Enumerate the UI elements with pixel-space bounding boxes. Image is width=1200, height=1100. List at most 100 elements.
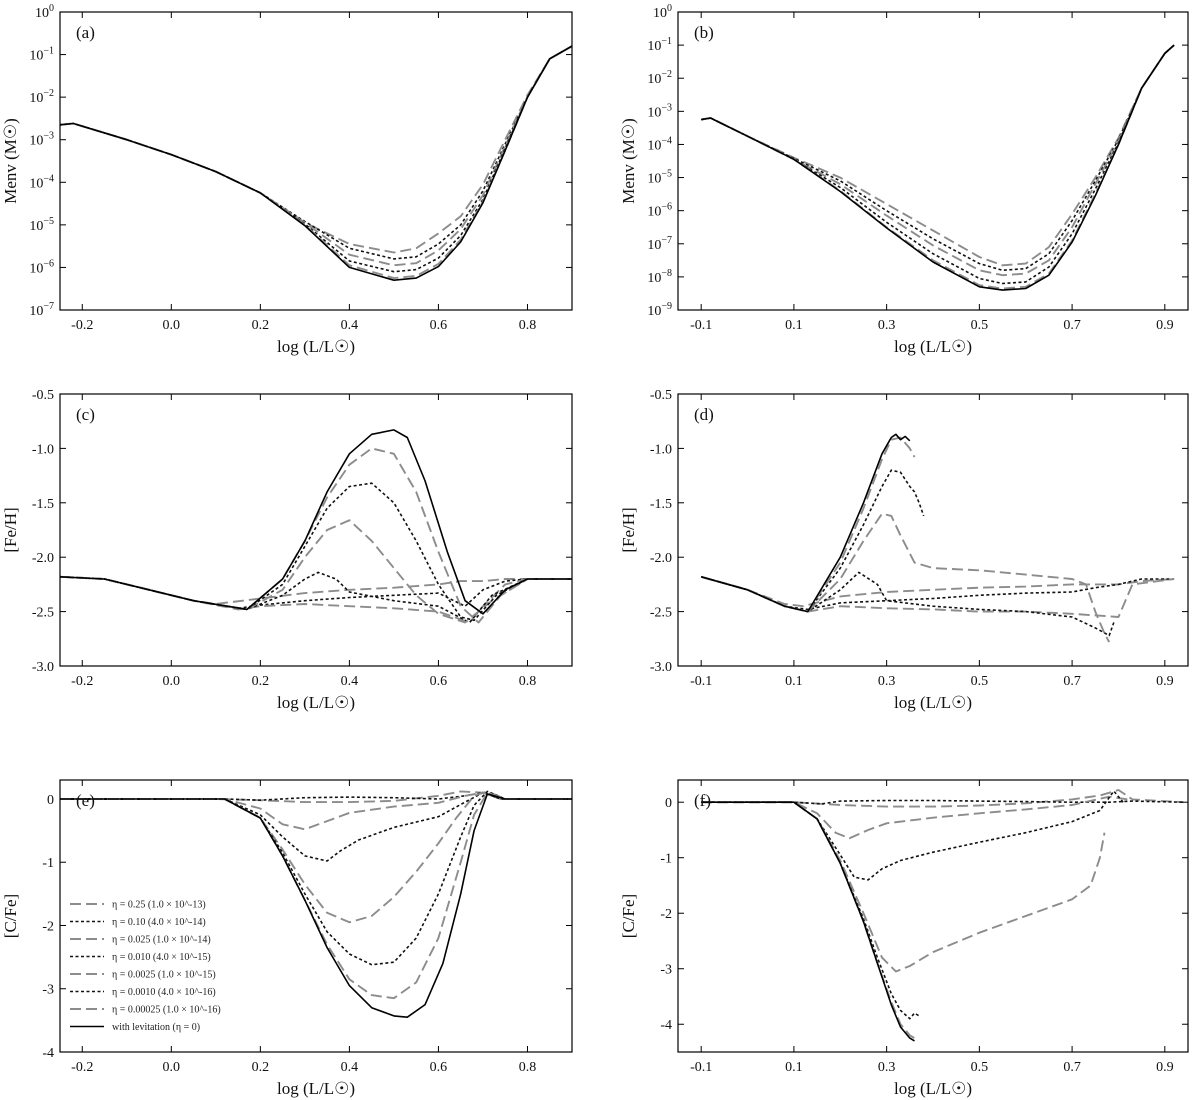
y-tick-label: 10−3 bbox=[29, 131, 54, 149]
x-tick-label: -0.2 bbox=[71, 318, 93, 333]
y-tick-label: 10−2 bbox=[647, 69, 672, 87]
x-axis-label: log (L/L☉) bbox=[894, 693, 972, 712]
panel-label: (d) bbox=[694, 405, 714, 424]
y-tick-label: 10−5 bbox=[647, 169, 672, 187]
y-tick-label: -4 bbox=[42, 1046, 54, 1061]
y-tick-label: 10−7 bbox=[29, 301, 54, 319]
series-line-d-2 bbox=[700, 576, 1175, 611]
legend-entry-label: η = 0.00025 (1.0 × 10^-16) bbox=[112, 1005, 221, 1016]
y-tick-label: 100 bbox=[653, 3, 672, 21]
y-tick-label: -3 bbox=[660, 963, 672, 978]
y-axis-label: [Fe/H] bbox=[619, 507, 638, 552]
y-tick-label: -2.5 bbox=[650, 606, 672, 621]
y-tick-label: -2.0 bbox=[650, 551, 672, 566]
legend: η = 0.25 (1.0 × 10^-13) η = 0.10 (4.0 × 1… bbox=[70, 900, 221, 1033]
x-tick-label: 0.3 bbox=[878, 318, 896, 333]
x-tick-label: 0.5 bbox=[971, 318, 989, 333]
y-tick-label: 10−7 bbox=[647, 235, 672, 253]
y-axis-label: Menv (M☉) bbox=[1, 118, 20, 204]
series-line-f-3 bbox=[701, 795, 1128, 840]
series-line-d-8 bbox=[700, 433, 911, 613]
panel-a: -0.2 0.0 0.2 0.4 0.6 0.8 10−7 10−6 10−5 10−4 10−3 1… bbox=[1, 3, 573, 356]
plot-frame bbox=[677, 393, 1189, 667]
x-tick-label: 0.0 bbox=[163, 674, 181, 689]
x-tick-label: 0.5 bbox=[971, 674, 989, 689]
y-tick-label: -4 bbox=[660, 1018, 672, 1033]
x-tick-label: -0.1 bbox=[690, 318, 712, 333]
series-group bbox=[700, 433, 1175, 643]
y-tick-label: 10−3 bbox=[647, 102, 672, 120]
x-tick-label: -0.1 bbox=[690, 1060, 712, 1075]
legend-entry-label: η = 0.25 (1.0 × 10^-13) bbox=[112, 900, 206, 911]
x-tick-label: 0.3 bbox=[878, 1060, 896, 1075]
x-axis-label: log (L/L☉) bbox=[277, 337, 355, 356]
x-tick-label: 0.0 bbox=[163, 318, 181, 333]
x-tick-label: 0.9 bbox=[1156, 674, 1174, 689]
series-line-e-3 bbox=[60, 791, 572, 831]
x-tick-label: 0.4 bbox=[341, 674, 359, 689]
panel-b: -0.1 0.1 0.3 0.5 0.7 0.9 10−9 10−8 10−7 10−6 10−5 1… bbox=[619, 3, 1189, 356]
plot-frame bbox=[59, 393, 573, 667]
panel-label: (a) bbox=[76, 23, 95, 42]
series-line-b-3 bbox=[701, 44, 1175, 277]
x-tick-label: 0.1 bbox=[785, 674, 803, 689]
panel-label: (b) bbox=[694, 23, 714, 42]
x-axis-label: log (L/L☉) bbox=[894, 337, 972, 356]
x-tick-label: 0.3 bbox=[878, 674, 896, 689]
x-tick-label: 0.9 bbox=[1156, 1060, 1174, 1075]
x-tick-label: 0.4 bbox=[341, 318, 359, 333]
y-tick-label: -2.5 bbox=[32, 606, 54, 621]
x-axis-label: log (L/L☉) bbox=[277, 1079, 355, 1098]
y-axis-label: [Fe/H] bbox=[1, 507, 20, 552]
x-tick-label: 0.6 bbox=[430, 674, 448, 689]
panel-e: -0.2 0.0 0.2 0.4 0.6 0.8 -4 -3 -2 -1 0 (e) log (L/L☉… bbox=[1, 779, 573, 1098]
x-tick-label: 0.5 bbox=[971, 1060, 989, 1075]
y-tick-label: 10−9 bbox=[647, 301, 672, 319]
y-tick-label: 10−6 bbox=[647, 202, 672, 220]
series-line-e-1 bbox=[60, 790, 572, 804]
y-axis-label: [C/Fe] bbox=[619, 894, 638, 938]
x-tick-label: 0.7 bbox=[1063, 674, 1081, 689]
legend-entry-label: η = 0.010 (4.0 × 10^-15) bbox=[112, 952, 211, 963]
legend-entry-label: η = 0.10 (4.0 × 10^-14) bbox=[112, 917, 206, 928]
y-tick-label: -0.5 bbox=[32, 388, 54, 403]
series-line-d-5 bbox=[700, 512, 1111, 643]
x-tick-label: 0.7 bbox=[1063, 1060, 1081, 1075]
x-tick-label: 0.1 bbox=[785, 1060, 803, 1075]
y-tick-label: -0.5 bbox=[650, 388, 672, 403]
x-tick-label: 0.9 bbox=[1156, 318, 1174, 333]
y-tick-label: -1.5 bbox=[650, 497, 672, 512]
y-axis-label: [C/Fe] bbox=[1, 894, 20, 938]
x-axis-label: log (L/L☉) bbox=[277, 693, 355, 712]
x-tick-label: 0.8 bbox=[519, 318, 537, 333]
legend-entry-label: η = 0.025 (1.0 × 10^-14) bbox=[112, 935, 211, 946]
series-group bbox=[60, 45, 572, 282]
x-tick-label: 0.7 bbox=[1063, 318, 1081, 333]
series-line-d-6 bbox=[700, 469, 925, 613]
series-line-b-1 bbox=[701, 44, 1175, 267]
y-tick-label: -2 bbox=[660, 907, 672, 922]
y-tick-label: 10−8 bbox=[647, 268, 672, 286]
y-tick-label: -3.0 bbox=[32, 660, 54, 675]
series-line-f-4 bbox=[701, 790, 1124, 881]
panel-label: (e) bbox=[76, 791, 95, 810]
x-tick-label: 0.2 bbox=[252, 674, 270, 689]
y-tick-label: -1 bbox=[660, 852, 672, 867]
series-line-d-4 bbox=[700, 571, 1115, 637]
y-tick-label: 10−1 bbox=[29, 46, 54, 64]
series-line-b-6 bbox=[701, 44, 1175, 291]
y-tick-label: -1.0 bbox=[650, 442, 672, 457]
panel-f: -0.1 0.1 0.3 0.5 0.7 0.9 -4 -3 -2 -1 0 (f) log (L/L☉… bbox=[619, 779, 1189, 1098]
x-axis-label: log (L/L☉) bbox=[894, 1079, 972, 1098]
series-line-a-1 bbox=[60, 45, 572, 254]
series-line-f-7 bbox=[701, 801, 915, 1039]
legend-entry-label: with levitation (η = 0) bbox=[112, 1022, 200, 1033]
legend-entry-label: η = 0.0010 (4.0 × 10^-16) bbox=[112, 987, 216, 998]
series-line-f-1 bbox=[701, 789, 1184, 808]
plot-frame bbox=[59, 11, 573, 311]
series-line-d-3 bbox=[700, 575, 1175, 618]
series-line-d-1 bbox=[700, 575, 1175, 608]
x-tick-label: 0.2 bbox=[252, 318, 270, 333]
y-tick-label: -2 bbox=[42, 919, 54, 934]
